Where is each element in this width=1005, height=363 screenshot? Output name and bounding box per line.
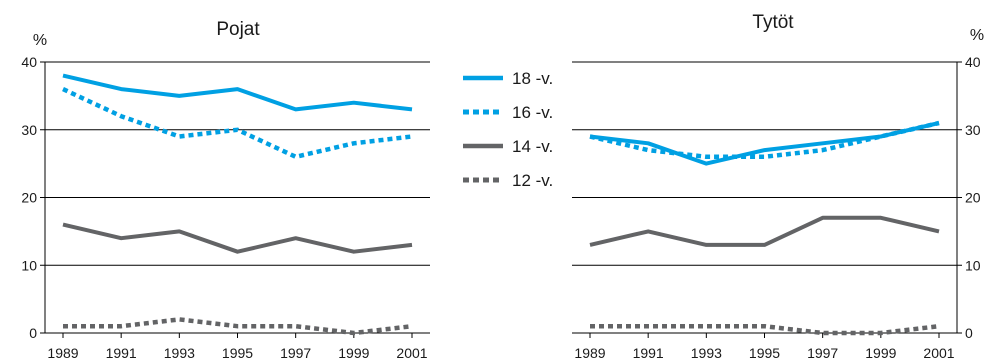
chart-panel-girls: 0 10 20 30 40 1989 1991 1993 1995 1997 1999 2001 Tyt…	[572, 12, 984, 361]
series-line-18v	[589, 121, 940, 166]
x-tick-label: 1997	[280, 345, 311, 361]
series-line-12v	[63, 317, 413, 336]
y-tick-label: 0	[29, 325, 37, 341]
x-tick-label: 1997	[807, 345, 838, 361]
x-tick-label: 1989	[47, 345, 78, 361]
y-tick-label: 0	[965, 325, 973, 341]
x-tick-label: 1991	[106, 345, 137, 361]
series-line-18v	[62, 73, 413, 112]
x-tick-label: 1999	[865, 345, 896, 361]
x-tick-label: 1989	[574, 345, 605, 361]
x-tick-label: 1993	[164, 345, 195, 361]
x-tick-label: 1993	[691, 345, 722, 361]
y-axis-unit: %	[970, 27, 984, 44]
y-axis-unit: %	[33, 32, 47, 49]
y-tick-label: 40	[21, 54, 37, 70]
y-tick-label: 30	[965, 122, 981, 138]
chart-title: Pojat	[216, 19, 260, 40]
x-tick-label: 1991	[633, 345, 664, 361]
series-line-14v	[62, 222, 413, 254]
y-tick-label: 10	[21, 257, 37, 273]
y-tick-label: 20	[965, 190, 981, 206]
x-tick-label: 1995	[222, 345, 253, 361]
legend-label: 16 -v.	[512, 103, 553, 122]
series-line-14v	[589, 215, 940, 247]
x-tick-label: 2001	[396, 345, 427, 361]
x-tick-label: 1995	[749, 345, 780, 361]
legend-label: 18 -v.	[512, 69, 553, 88]
y-tick-label: 40	[965, 54, 981, 70]
chart-legend: 18 -v. 16 -v. 14 -v. 12 -v.	[463, 69, 553, 190]
y-tick-label: 30	[21, 122, 37, 138]
series-line-12v	[590, 323, 940, 336]
legend-label: 12 -v.	[512, 171, 553, 190]
chart-title: Tytöt	[752, 12, 794, 33]
chart-panel-boys: 0 10 20 30 40 1989 1991 1993 1995 1997 1999 2001 Poj…	[21, 19, 430, 361]
y-tick-label: 10	[965, 257, 981, 273]
series-line-16v	[62, 87, 413, 160]
x-tick-label: 2001	[923, 345, 954, 361]
x-tick-label: 1999	[338, 345, 369, 361]
legend-label: 14 -v.	[512, 137, 553, 156]
y-tick-label: 20	[21, 190, 37, 206]
